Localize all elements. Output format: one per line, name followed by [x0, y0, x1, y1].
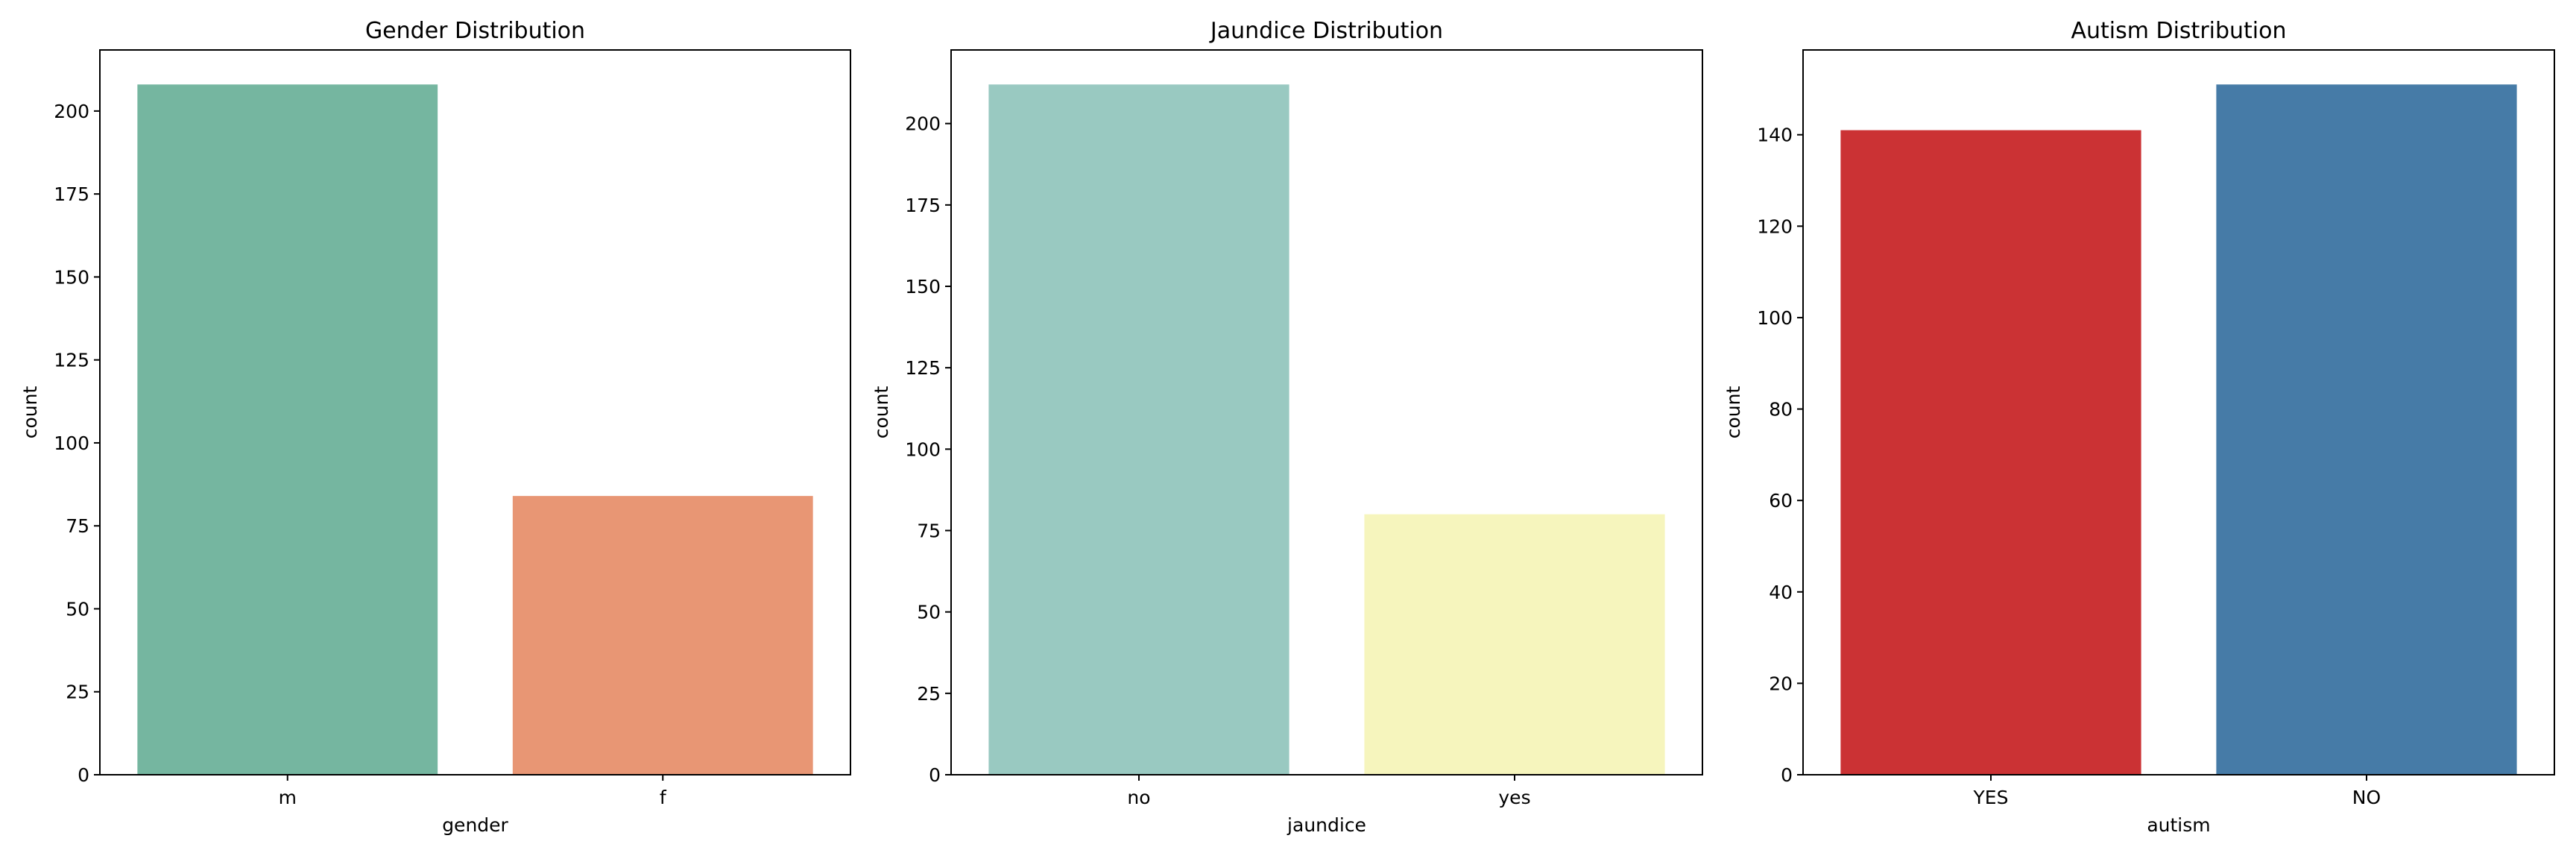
chart-title: Jaundice Distribution — [1209, 18, 1443, 44]
x-tick-label: f — [660, 787, 667, 808]
chart-title: Autism Distribution — [2071, 18, 2286, 44]
plot-frame — [1802, 49, 2555, 775]
y-tick-label: 50 — [917, 602, 941, 623]
y-tick-label: 175 — [905, 195, 941, 216]
chart-title: Gender Distribution — [365, 18, 585, 44]
y-tick-label: 200 — [54, 101, 89, 122]
y-tick-label: 100 — [54, 432, 89, 454]
y-tick-label: 100 — [905, 438, 941, 460]
x-axis-label: jaundice — [1287, 814, 1366, 836]
y-tick-label: 75 — [66, 515, 89, 537]
bar-no — [988, 84, 1289, 775]
y-axis-label: count — [871, 386, 892, 439]
y-tick-label: 80 — [1769, 399, 1793, 421]
y-tick-label: 125 — [54, 350, 89, 371]
y-tick-label: 120 — [1757, 215, 1793, 237]
y-tick-label: 150 — [54, 266, 89, 288]
x-tick-label: no — [1127, 787, 1150, 808]
y-axis-label: count — [19, 386, 41, 439]
y-tick-label: 75 — [917, 520, 941, 542]
y-tick-label: 200 — [905, 113, 941, 135]
plot-frame — [950, 49, 1703, 775]
y-tick-label: 100 — [1757, 307, 1793, 329]
bar-yes — [1840, 130, 2141, 775]
x-tick-label: NO — [2352, 787, 2381, 808]
plot-frame — [99, 49, 851, 775]
y-tick-label: 0 — [1781, 764, 1793, 786]
bar-m — [137, 84, 438, 775]
y-tick-label: 50 — [66, 598, 89, 620]
y-tick-label: 0 — [929, 764, 941, 786]
y-tick-label: 175 — [54, 183, 89, 205]
x-tick-label: yes — [1498, 787, 1530, 808]
y-tick-label: 20 — [1769, 673, 1793, 694]
y-tick-label: 40 — [1769, 582, 1793, 603]
x-axis-label: autism — [2147, 814, 2210, 836]
y-tick-label: 140 — [1757, 125, 1793, 146]
x-tick-label: YES — [1973, 787, 2009, 808]
y-tick-label: 150 — [905, 276, 941, 298]
y-axis-label: count — [1723, 386, 1744, 439]
x-tick-label: m — [279, 787, 297, 808]
x-axis-label: gender — [442, 814, 508, 836]
y-tick-label: 125 — [905, 357, 941, 379]
bar-f — [512, 496, 813, 775]
y-tick-label: 60 — [1769, 490, 1793, 512]
y-tick-label: 25 — [917, 683, 941, 705]
bar-yes — [1364, 514, 1665, 775]
y-tick-label: 0 — [78, 764, 89, 786]
y-tick-label: 25 — [66, 682, 89, 703]
bar-no — [2216, 84, 2517, 775]
